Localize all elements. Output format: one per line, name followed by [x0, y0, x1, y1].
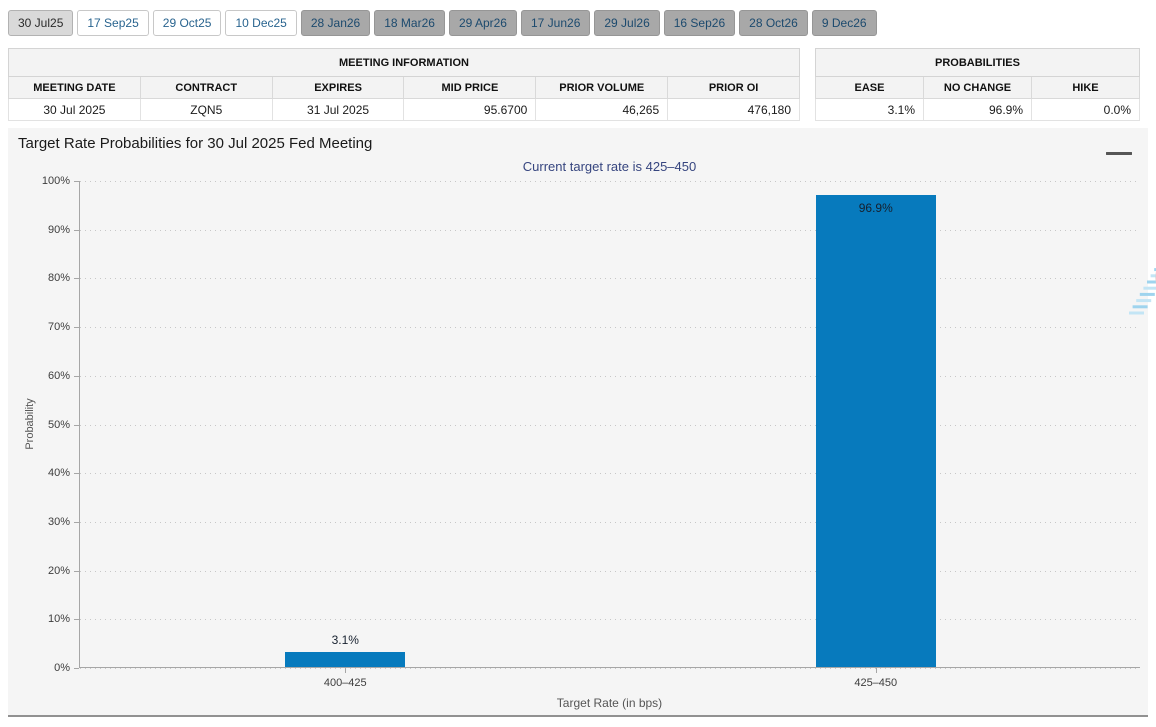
meeting-info-col-header-5: PRIOR OI — [667, 76, 800, 99]
y-axis-label-50: 50% — [47, 418, 70, 431]
gridline-30 — [80, 521, 1140, 523]
meeting-tab-16-sep26[interactable]: 16 Sep26 — [663, 10, 736, 36]
probability-bar-400–425[interactable] — [285, 651, 406, 667]
meeting-info-data-row: 30 Jul 2025 ZQN5 31 Jul 2025 95.6700 46,265 4… — [8, 98, 800, 121]
meeting-info-value-2: 31 Jul 2025 — [271, 98, 405, 121]
meeting-info-value-1: ZQN5 — [139, 98, 273, 121]
x-axis-tick — [875, 668, 877, 673]
meeting-info-col-header-3: MID PRICE — [403, 76, 537, 99]
probabilities-panel: PROBABILITIES EASE NO CHANGE HIKE 3.1% 96.9% 0… — [815, 48, 1140, 121]
y-axis-label-10: 10% — [47, 613, 70, 626]
y-axis-tick — [74, 181, 79, 182]
hamburger-menu-icon[interactable] — [1106, 137, 1132, 155]
x-axis-label-400–425: 400–425 — [323, 677, 367, 689]
y-axis-label-40: 40% — [47, 467, 70, 480]
meeting-tab-17-sep25[interactable]: 17 Sep25 — [77, 10, 149, 36]
y-axis-tick — [74, 473, 79, 475]
watermark-letter: Q — [1153, 245, 1156, 312]
meeting-tab-28-oct26[interactable]: 28 Oct26 — [739, 10, 808, 36]
meeting-info-title: MEETING INFORMATION — [8, 48, 800, 77]
y-axis-tick — [74, 619, 79, 621]
gridline-10 — [80, 619, 1140, 621]
probabilities-table: PROBABILITIES EASE NO CHANGE HIKE 3.1% 96.9% 0… — [815, 48, 1140, 121]
y-axis-tick — [74, 521, 79, 523]
gridline-50 — [80, 424, 1140, 426]
meeting-info-col-header-0: MEETING DATE — [8, 76, 141, 99]
meeting-info-col-header-1: CONTRACT — [139, 76, 273, 99]
probabilities-value-0: 3.1% — [815, 98, 924, 121]
meeting-tab-9-dec26[interactable]: 9 Dec26 — [811, 10, 877, 36]
y-axis-tick — [74, 375, 79, 377]
meeting-info-table: MEETING INFORMATION MEETING DATE CONTRACT E… — [8, 48, 800, 121]
info-tables-row: MEETING INFORMATION MEETING DATE CONTRACT E… — [8, 48, 1140, 121]
plot-area: Q 3.1% 400–425 96.9% 425–450 — [79, 181, 1156, 689]
y-axis-label-30: 30% — [47, 515, 70, 528]
gridline-40 — [80, 473, 1140, 475]
meeting-tab-17-jun26[interactable]: 17 Jun26 — [520, 10, 591, 36]
y-axis-label-70: 70% — [47, 321, 70, 334]
probabilities-col-header-2: HIKE — [1031, 76, 1140, 99]
meeting-info-value-0: 30 Jul 2025 — [8, 98, 141, 121]
y-axis-tick — [74, 278, 79, 280]
watermark-stripes-icon — [1129, 268, 1156, 315]
meeting-tab-29-jul26[interactable]: 29 Jul26 — [594, 10, 660, 36]
meeting-information-panel: MEETING INFORMATION MEETING DATE CONTRACT E… — [8, 48, 800, 121]
y-axis-tick — [74, 327, 79, 329]
gridline-100 — [80, 181, 1140, 182]
y-axis-tick — [74, 570, 79, 572]
meeting-info-value-3: 95.6700 — [403, 98, 537, 121]
y-axis-tick — [74, 424, 79, 426]
hamburger-bar — [1106, 152, 1132, 155]
x-axis-title: Target Rate (in bps) — [556, 696, 663, 710]
bar-value-label: 96.9% — [858, 201, 893, 216]
meeting-tab-10-dec25[interactable]: 10 Dec25 — [225, 10, 297, 36]
y-axis-label-90: 90% — [47, 223, 70, 236]
y-axis-tick — [74, 668, 79, 669]
meeting-info-value-5: 476,180 — [667, 98, 800, 121]
meeting-tab-29-apr26[interactable]: 29 Apr26 — [448, 10, 517, 36]
probabilities-title: PROBABILITIES — [815, 48, 1140, 77]
quikstrike-watermark-icon: Q — [1125, 233, 1156, 318]
probabilities-col-header-1: NO CHANGE — [923, 76, 1032, 99]
chart-panel: Target Rate Probabilities for 30 Jul 202… — [8, 128, 1156, 717]
y-axis-label-60: 60% — [47, 369, 70, 382]
gridline-60 — [80, 375, 1140, 377]
bar-value-label: 3.1% — [331, 632, 359, 647]
meeting-tab-29-oct25[interactable]: 29 Oct25 — [152, 10, 222, 36]
meeting-tab-18-mar26[interactable]: 18 Mar26 — [374, 10, 445, 36]
meeting-info-value-4: 46,265 — [535, 98, 669, 121]
probabilities-value-2: 0.0% — [1031, 98, 1140, 121]
meeting-tab-30-jul25[interactable]: 30 Jul25 — [8, 10, 74, 36]
meeting-info-col-header-2: EXPIRES — [271, 76, 405, 99]
gridline-0 — [80, 668, 1140, 669]
probability-bar-425–450[interactable] — [815, 195, 936, 667]
y-axis-label-20: 20% — [47, 564, 70, 577]
meeting-tab-28-jan26[interactable]: 28 Jan26 — [300, 10, 371, 36]
x-axis-label-425–450: 425–450 — [854, 677, 898, 689]
probabilities-value-1: 96.9% — [923, 98, 1032, 121]
probabilities-data-row: 3.1% 96.9% 0.0% — [815, 98, 1140, 121]
y-axis-label-0: 0% — [54, 662, 70, 674]
gridline-70 — [80, 327, 1140, 329]
meeting-info-col-header-4: PRIOR VOLUME — [535, 76, 669, 99]
gridline-20 — [80, 570, 1140, 572]
gridline-90 — [80, 229, 1140, 231]
x-axis-tick — [345, 668, 347, 673]
y-axis-label-100: 100% — [41, 175, 70, 187]
probabilities-col-header-0: EASE — [815, 76, 924, 99]
current-target-rate-subtitle: Current target rate is 425–450 — [522, 159, 697, 174]
chart-title: Target Rate Probabilities for 30 Jul 202… — [18, 135, 373, 152]
y-axis-tick — [74, 229, 79, 231]
gridline-80 — [80, 278, 1140, 280]
meeting-tab-bar: 30 Jul25 17 Sep25 29 Oct25 10 Dec25 28 Jan26… — [8, 10, 877, 36]
y-axis-label-80: 80% — [47, 272, 70, 285]
